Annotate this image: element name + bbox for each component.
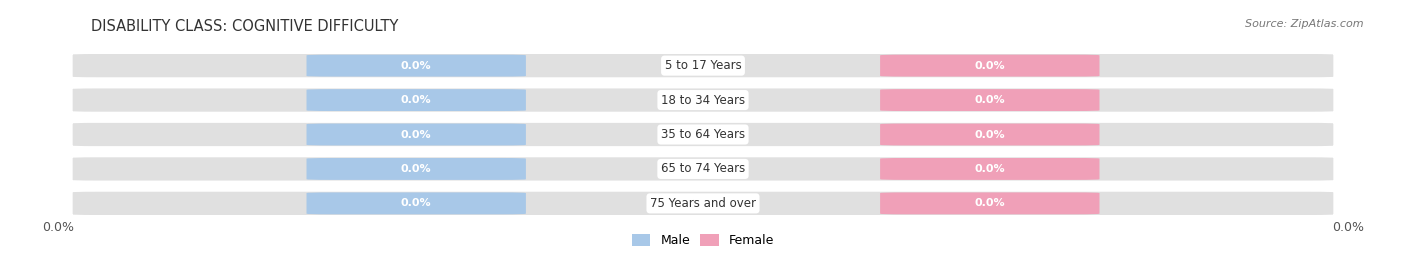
FancyBboxPatch shape [880, 55, 1099, 77]
FancyBboxPatch shape [72, 53, 1334, 79]
FancyBboxPatch shape [72, 190, 1334, 216]
Text: 0.0%: 0.0% [974, 61, 1005, 71]
FancyBboxPatch shape [880, 192, 1099, 214]
Text: 75 Years and over: 75 Years and over [650, 197, 756, 210]
Text: 0.0%: 0.0% [1331, 221, 1364, 233]
Text: 35 to 64 Years: 35 to 64 Years [661, 128, 745, 141]
FancyBboxPatch shape [307, 123, 526, 146]
Text: 65 to 74 Years: 65 to 74 Years [661, 162, 745, 175]
Text: 0.0%: 0.0% [974, 95, 1005, 105]
FancyBboxPatch shape [72, 156, 1334, 182]
Text: 0.0%: 0.0% [42, 221, 75, 233]
FancyBboxPatch shape [307, 55, 526, 77]
Legend: Male, Female: Male, Female [627, 229, 779, 252]
Text: 0.0%: 0.0% [401, 129, 432, 140]
Text: 0.0%: 0.0% [974, 198, 1005, 208]
FancyBboxPatch shape [307, 192, 526, 214]
FancyBboxPatch shape [880, 123, 1099, 146]
FancyBboxPatch shape [72, 122, 1334, 147]
Text: 0.0%: 0.0% [974, 129, 1005, 140]
Text: DISABILITY CLASS: COGNITIVE DIFFICULTY: DISABILITY CLASS: COGNITIVE DIFFICULTY [91, 19, 399, 34]
Text: 5 to 17 Years: 5 to 17 Years [665, 59, 741, 72]
Text: 0.0%: 0.0% [974, 164, 1005, 174]
FancyBboxPatch shape [880, 158, 1099, 180]
FancyBboxPatch shape [72, 87, 1334, 113]
FancyBboxPatch shape [880, 89, 1099, 111]
Text: 0.0%: 0.0% [401, 95, 432, 105]
Text: 0.0%: 0.0% [401, 198, 432, 208]
Text: 0.0%: 0.0% [401, 164, 432, 174]
FancyBboxPatch shape [307, 158, 526, 180]
Text: 18 to 34 Years: 18 to 34 Years [661, 94, 745, 107]
FancyBboxPatch shape [307, 89, 526, 111]
Text: 0.0%: 0.0% [401, 61, 432, 71]
Text: Source: ZipAtlas.com: Source: ZipAtlas.com [1246, 19, 1364, 29]
